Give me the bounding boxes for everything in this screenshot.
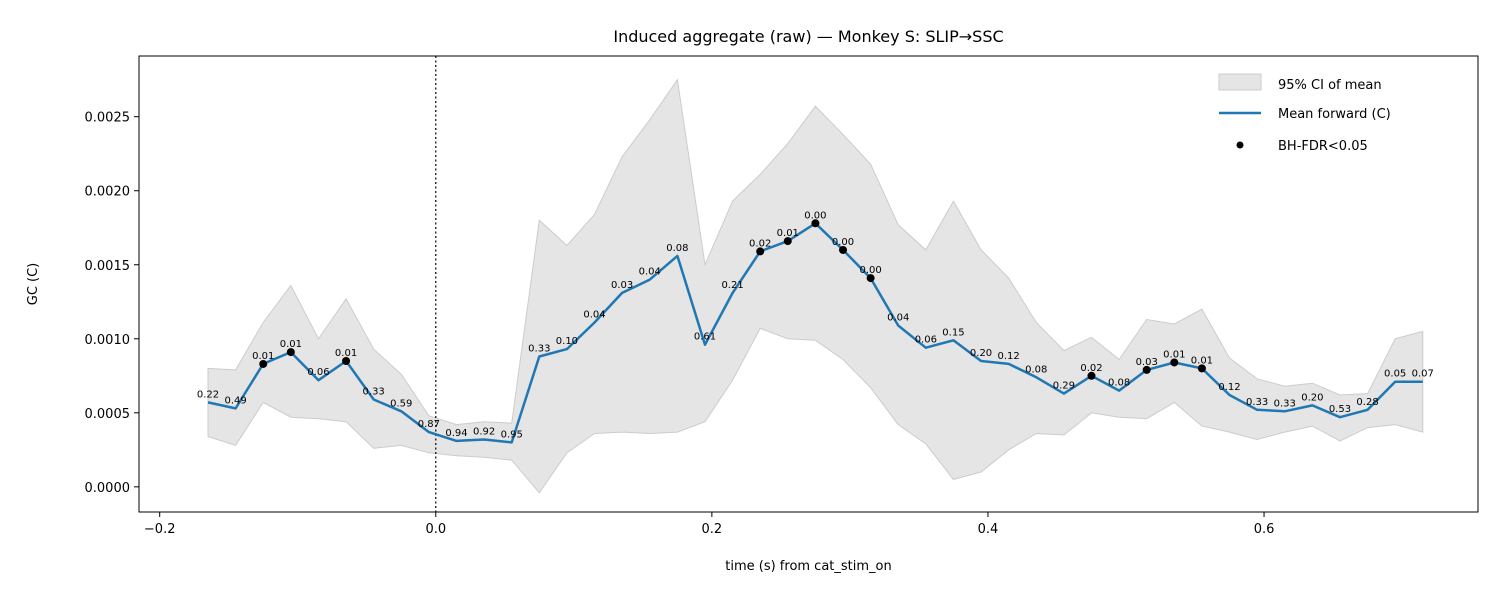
p-value-label: 0.10: [556, 336, 578, 347]
p-value-label: 0.04: [639, 267, 661, 278]
p-value-label: 0.94: [445, 428, 467, 439]
p-value-label: 0.01: [1163, 349, 1185, 360]
x-tick-label: 0.4: [978, 522, 999, 537]
p-value-label: 0.01: [335, 348, 357, 359]
y-tick-label: 0.0025: [85, 111, 131, 126]
sig-marker: [1142, 365, 1151, 374]
p-value-label: 0.03: [1136, 357, 1158, 368]
y-tick-label: 0.0000: [85, 481, 131, 496]
sig-marker: [811, 219, 820, 228]
p-value-label: 0.00: [859, 265, 881, 276]
legend-mean-label: Mean forward (C): [1278, 107, 1391, 122]
p-value-label: 0.02: [1080, 363, 1102, 374]
x-tick-label: 0.6: [1254, 522, 1275, 537]
p-value-label: 0.33: [363, 386, 385, 397]
x-tick-label: 0.0: [425, 522, 446, 537]
p-value-label: 0.53: [1329, 404, 1351, 415]
y-tick-label: 0.0015: [85, 259, 131, 274]
x-axis-ticks: −0.2 0.0 0.2 0.4 0.6: [144, 512, 1274, 537]
p-value-label: 0.12: [1218, 382, 1240, 393]
y-axis-ticks: 0.0000 0.0005 0.0010 0.0015 0.0020 0.0025: [85, 111, 139, 496]
p-value-label: 0.08: [1025, 364, 1047, 375]
p-value-label: 0.20: [970, 348, 992, 359]
p-value-label: 0.01: [280, 339, 302, 350]
p-value-label: 0.21: [721, 280, 743, 291]
legend-sig-label: BH-FDR<0.05: [1278, 139, 1368, 154]
legend-sig-swatch: [1236, 141, 1244, 149]
sig-marker: [286, 348, 295, 357]
y-tick-label: 0.0010: [85, 333, 131, 348]
p-value-label: 0.01: [777, 228, 799, 239]
plot-area: 0.22 0.49 0.01 0.01 0.06 0.01 0.33 0.59 0.87 0.94…: [197, 56, 1434, 512]
p-value-label: 0.00: [804, 210, 826, 221]
y-tick-label: 0.0005: [85, 407, 131, 422]
p-value-label: 0.92: [473, 426, 495, 437]
p-value-label: 0.20: [1301, 392, 1323, 403]
sig-marker: [783, 237, 792, 246]
p-value-label: 0.06: [915, 335, 937, 346]
p-value-label: 0.61: [694, 332, 716, 343]
p-value-label: 0.00: [832, 237, 854, 248]
p-value-label: 0.06: [307, 367, 329, 378]
p-value-label: 0.49: [224, 395, 246, 406]
sig-marker: [1087, 371, 1096, 380]
significance-markers: [259, 219, 1206, 380]
axes-frame: [138, 55, 1479, 513]
p-value-label: 0.01: [1191, 355, 1213, 366]
p-value-label: 0.01: [252, 351, 274, 362]
p-value-label: 0.59: [390, 398, 412, 409]
sig-marker: [259, 359, 268, 368]
legend: 95% CI of mean Mean forward (C) BH-FDR<0…: [1218, 73, 1391, 154]
x-tick-label: 0.2: [702, 522, 723, 537]
p-value-labels: 0.22 0.49 0.01 0.01 0.06 0.01 0.33 0.59 0.87 0.94…: [197, 210, 1434, 440]
p-value-label: 0.33: [528, 344, 550, 355]
p-value-label: 0.22: [197, 389, 219, 400]
p-value-label: 0.15: [942, 327, 964, 338]
p-value-label: 0.08: [666, 243, 688, 254]
sig-marker: [756, 247, 765, 256]
sig-marker: [866, 274, 875, 283]
x-axis-label: time (s) from cat_stim_on: [725, 559, 892, 574]
p-value-label: 0.29: [1053, 381, 1075, 392]
y-tick-label: 0.0020: [85, 185, 131, 200]
legend-ci-label: 95% CI of mean: [1278, 78, 1382, 93]
p-value-label: 0.05: [1384, 369, 1406, 380]
p-value-label: 0.08: [1108, 378, 1130, 389]
p-value-label: 0.87: [418, 419, 440, 430]
p-value-label: 0.04: [887, 312, 909, 323]
p-value-label: 0.33: [1246, 397, 1268, 408]
p-value-label: 0.07: [1412, 369, 1434, 380]
x-tick-label: −0.2: [144, 522, 176, 537]
sig-marker: [1170, 358, 1179, 367]
y-axis-label: GC (C): [26, 263, 41, 306]
p-value-label: 0.28: [1356, 397, 1378, 408]
p-value-label: 0.95: [501, 429, 523, 440]
p-value-label: 0.33: [1274, 398, 1296, 409]
sig-marker: [1197, 364, 1206, 373]
sig-marker: [342, 356, 351, 365]
p-value-label: 0.12: [998, 351, 1020, 362]
chart-title: Induced aggregate (raw) — Monkey S: SLIP…: [613, 27, 1003, 46]
sig-marker: [839, 245, 848, 254]
p-value-label: 0.04: [583, 309, 605, 320]
legend-ci-swatch: [1218, 73, 1262, 91]
p-value-label: 0.02: [749, 238, 771, 249]
p-value-label: 0.03: [611, 280, 633, 291]
